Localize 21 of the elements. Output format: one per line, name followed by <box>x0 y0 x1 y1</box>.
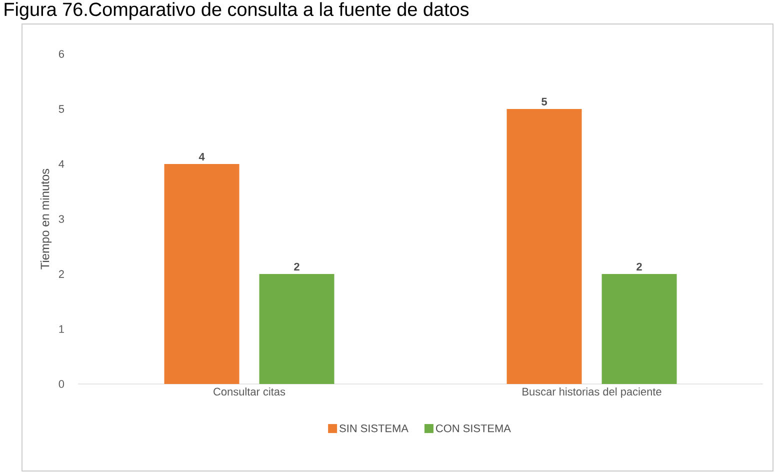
data-label: 2 <box>636 262 642 270</box>
y-tick-label: 4 <box>58 160 64 168</box>
bar <box>259 274 334 384</box>
y-tick-label: 0 <box>58 380 64 388</box>
y-axis-title: Tiempo en minutos <box>40 168 52 270</box>
data-label: 5 <box>542 98 547 106</box>
bar <box>602 274 677 384</box>
y-tick-label: 3 <box>58 215 64 223</box>
chart-title: Figura 76.Comparativo de consulta a la fuente de datos <box>4 2 469 20</box>
bar <box>164 164 240 384</box>
y-tick-label: 1 <box>59 325 64 333</box>
y-tick-label: 2 <box>58 270 64 278</box>
legend-label: CON SISTEMA <box>436 424 511 432</box>
legend-label: SIN SISTEMA <box>340 424 408 432</box>
y-tick-label: 6 <box>58 50 64 58</box>
data-label: 4 <box>198 152 205 160</box>
data-label: 2 <box>294 262 300 270</box>
x-tick-label: Buscar historias del paciente <box>522 388 662 398</box>
y-tick-label: 5 <box>58 105 64 113</box>
bar <box>506 108 582 384</box>
x-tick-label: Consultar citas <box>214 388 286 396</box>
